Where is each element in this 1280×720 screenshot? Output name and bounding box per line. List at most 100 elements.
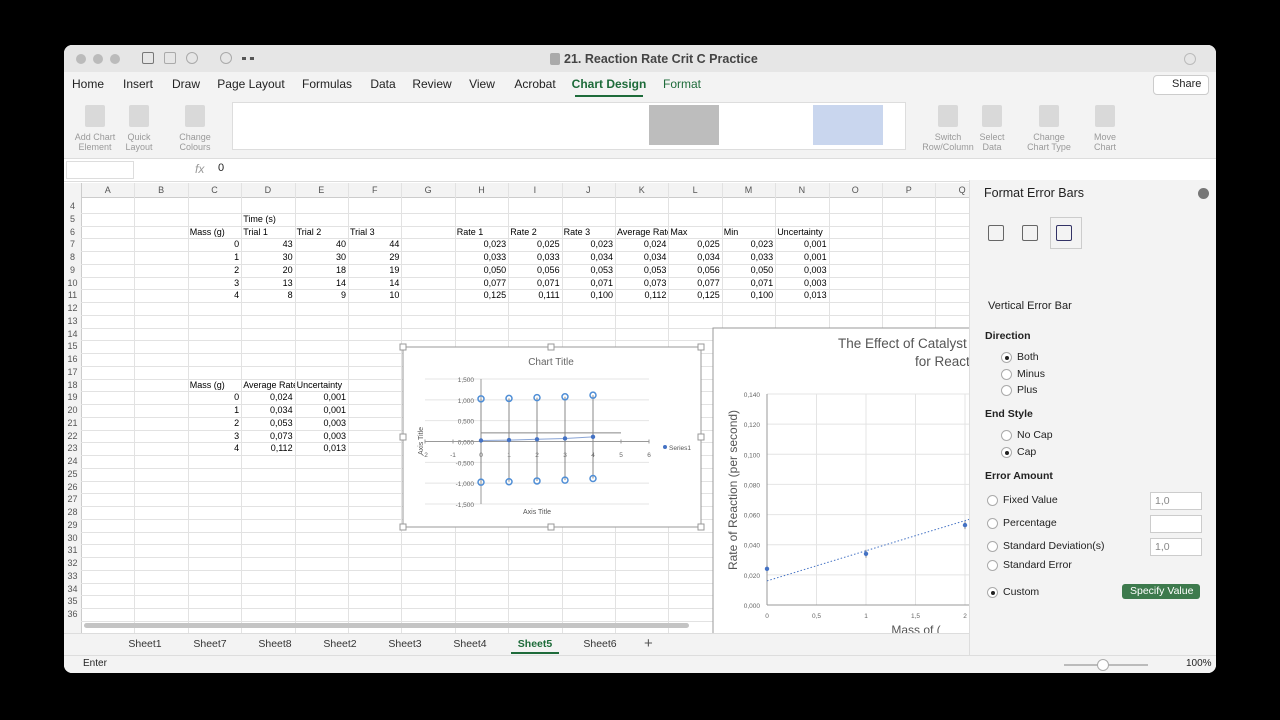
ribbon-tab[interactable]: Formulas — [301, 77, 353, 91]
cell[interactable]: 0,033 — [537, 252, 560, 262]
ribbon-tab[interactable]: Page Layout — [217, 77, 285, 91]
cell[interactable]: 0,034 — [270, 405, 293, 415]
cell[interactable]: Mass (g) — [189, 226, 225, 237]
ribbon-tab[interactable]: Acrobat — [514, 77, 556, 91]
cell[interactable]: 0,003 — [323, 417, 346, 428]
cell[interactable]: 3 — [234, 277, 240, 288]
radio-button[interactable] — [1001, 447, 1012, 458]
pane-close[interactable] — [1198, 188, 1209, 199]
cell[interactable]: 13 — [282, 277, 293, 288]
cell[interactable]: Uncertainty — [296, 379, 343, 390]
add-sheet-button[interactable]: + — [644, 635, 653, 652]
radio-button[interactable] — [987, 541, 998, 552]
cell[interactable]: 0,050 — [750, 264, 774, 275]
ribbon-tab[interactable]: Insert — [122, 77, 154, 91]
ribbon-button-icon[interactable] — [938, 105, 958, 127]
sheet-tab[interactable]: Sheet3 — [388, 638, 422, 650]
number-input[interactable]: 1,0 — [1150, 492, 1202, 510]
cell[interactable]: 0,034 — [590, 252, 613, 262]
cell[interactable]: 0,034 — [697, 252, 720, 262]
cell[interactable]: 0,077 — [483, 277, 507, 288]
radio-label[interactable]: Both — [1017, 351, 1039, 363]
cell[interactable]: 0,053 — [270, 417, 293, 428]
save-icon[interactable] — [164, 52, 176, 64]
cell[interactable]: 0,056 — [537, 264, 560, 275]
sheet-tab[interactable]: Sheet8 — [258, 638, 292, 650]
radio-button[interactable] — [987, 560, 998, 571]
ribbon-button-icon[interactable] — [982, 105, 1002, 127]
radio-label[interactable]: Minus — [1017, 367, 1046, 380]
cell[interactable]: 0,001 — [804, 252, 827, 262]
cell[interactable]: Uncertainty — [777, 226, 823, 237]
sheet-tab[interactable]: Sheet5 — [517, 638, 553, 650]
zoom-thumb[interactable] — [1097, 659, 1109, 671]
zoom-button[interactable] — [110, 54, 120, 64]
ribbon-button-label[interactable]: Change Colours — [179, 132, 211, 152]
cell[interactable]: 44 — [389, 239, 400, 250]
radio-label[interactable]: Standard Deviation(s) — [1003, 540, 1105, 552]
cell[interactable]: 0,001 — [323, 405, 346, 415]
close-button[interactable] — [76, 54, 86, 64]
cell[interactable]: 1 — [234, 252, 240, 262]
cell[interactable]: 0,013 — [323, 443, 346, 454]
ribbon-button-label[interactable]: Add Chart Element — [74, 132, 116, 152]
cell[interactable]: 0,003 — [804, 277, 827, 288]
ribbon-button-label[interactable]: Change Chart Type — [1027, 132, 1071, 152]
cell[interactable]: 19 — [389, 264, 400, 275]
cell[interactable]: 0,033 — [750, 252, 774, 262]
cell[interactable]: 0,001 — [804, 239, 827, 250]
specify-value-button[interactable]: Specify Value — [1122, 584, 1200, 599]
sheet-tab[interactable]: Sheet4 — [453, 638, 487, 650]
radio-button[interactable] — [1001, 352, 1012, 363]
ribbon-button-label[interactable]: Move Chart — [1093, 132, 1116, 152]
cell[interactable]: 14 — [335, 277, 346, 288]
cell[interactable]: 0,100 — [750, 290, 774, 301]
undo-icon[interactable] — [186, 52, 198, 64]
sheet-tab[interactable]: Sheet2 — [323, 638, 357, 650]
cell[interactable]: 8 — [287, 290, 293, 301]
cell[interactable]: 1 — [234, 405, 240, 415]
cell[interactable]: 4 — [234, 443, 240, 454]
cell[interactable]: 14 — [389, 277, 400, 288]
radio-label[interactable]: Standard Error — [1003, 559, 1072, 571]
radio-label[interactable]: Fixed Value — [1003, 494, 1058, 506]
cell[interactable]: 0,071 — [537, 277, 560, 288]
ribbon-tab[interactable]: View — [469, 77, 495, 91]
ribbon-button-icon[interactable] — [185, 105, 205, 127]
radio-label[interactable]: Plus — [1017, 384, 1038, 396]
ribbon-button-icon[interactable] — [85, 105, 105, 127]
more-icon[interactable] — [242, 57, 254, 63]
cell[interactable]: 0,050 — [483, 264, 507, 275]
sheet-tab[interactable]: Sheet6 — [583, 638, 617, 650]
radio-button[interactable] — [1001, 385, 1012, 396]
radio-button[interactable] — [1001, 368, 1012, 380]
chart-style-thumb[interactable] — [813, 105, 883, 145]
pane-section[interactable]: Vertical Error Bar — [988, 300, 1072, 312]
cell[interactable]: 18 — [335, 264, 346, 275]
sheet-tab[interactable]: Sheet1 — [128, 638, 162, 650]
cell[interactable]: 0,023 — [750, 239, 774, 250]
pane-tab-selected[interactable] — [1050, 217, 1082, 249]
share-button[interactable]: Share — [1153, 75, 1209, 95]
name-box[interactable] — [66, 161, 134, 179]
cell[interactable]: Average Rate — [617, 226, 669, 237]
ribbon-button-icon[interactable] — [129, 105, 149, 127]
radio-button[interactable] — [987, 587, 998, 598]
ribbon-tab[interactable]: Data — [370, 77, 396, 91]
cell[interactable]: 0,053 — [643, 264, 667, 275]
cell[interactable]: Rate 1 — [456, 226, 484, 237]
cell[interactable]: Trial 2 — [296, 226, 322, 237]
cell[interactable]: 10 — [389, 290, 400, 301]
cell[interactable]: 0,056 — [697, 264, 720, 275]
cell[interactable]: 0,001 — [323, 392, 346, 403]
chart-styles-gallery[interactable] — [232, 102, 906, 150]
cell[interactable]: Rate 2 — [510, 226, 537, 237]
cell[interactable]: 43 — [282, 239, 293, 250]
minimize-button[interactable] — [93, 54, 103, 64]
pane-tab-icon[interactable] — [1022, 225, 1038, 241]
ribbon-tab[interactable]: Review — [412, 77, 452, 91]
cell[interactable]: 2 — [234, 264, 240, 275]
cell[interactable]: 40 — [335, 239, 346, 250]
cell[interactable]: 0,071 — [750, 277, 774, 288]
cell[interactable]: 20 — [282, 264, 293, 275]
